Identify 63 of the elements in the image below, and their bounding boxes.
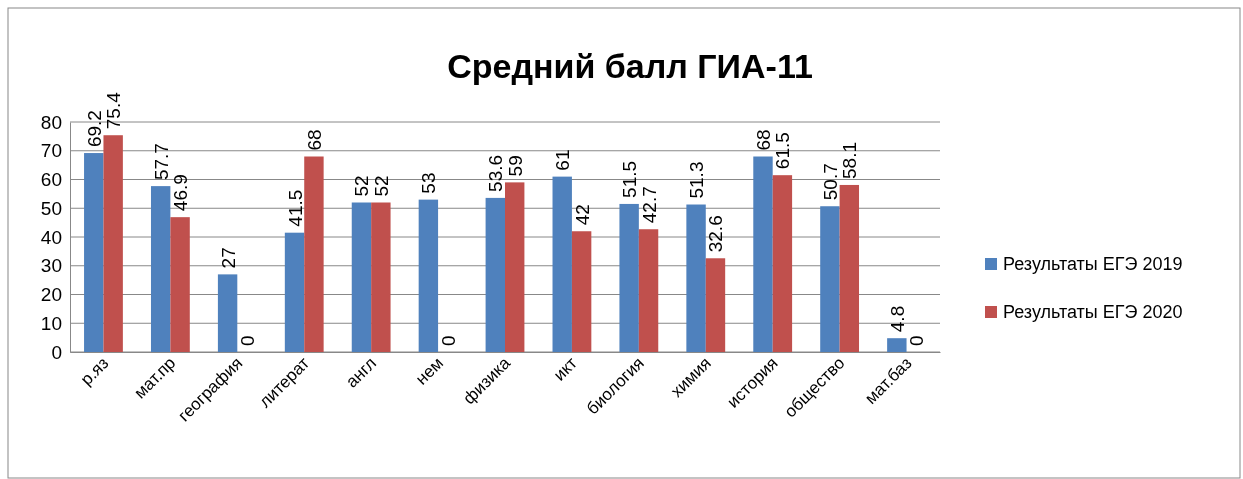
bar [284, 232, 305, 352]
bar [150, 186, 171, 352]
bar [304, 156, 324, 352]
bar [887, 338, 907, 352]
data-label: 58.1 [839, 141, 861, 179]
data-label: 69.2 [83, 110, 105, 148]
data-label: 50.7 [819, 163, 841, 201]
bar [686, 204, 706, 352]
y-tick-label: 60 [40, 169, 62, 191]
bar [753, 156, 773, 352]
chart-title: Средний балл ГИА-11 [447, 47, 813, 85]
data-label: 46.9 [170, 174, 192, 212]
y-tick-label: 0 [51, 341, 62, 363]
data-label: 59 [504, 155, 526, 177]
legend-label: Результаты ЕГЭ 2020 [1003, 302, 1183, 322]
data-label: 52 [351, 175, 373, 197]
data-label: 51.5 [619, 160, 641, 198]
data-label: 4.8 [886, 305, 908, 333]
bar [705, 258, 726, 352]
data-label: 32.6 [705, 215, 727, 253]
data-label: 0 [437, 335, 459, 346]
bar [84, 153, 104, 352]
bar [571, 231, 592, 352]
y-tick-label: 50 [40, 197, 62, 219]
y-tick-label: 80 [40, 111, 62, 133]
data-label: 42 [571, 204, 593, 226]
data-label: 0 [906, 335, 928, 346]
y-tick-label: 10 [40, 312, 62, 334]
data-label: 27 [217, 247, 239, 269]
data-label: 53 [418, 172, 440, 194]
bar [485, 197, 505, 352]
data-label: 57.7 [150, 143, 172, 181]
bar [103, 135, 123, 352]
data-label: 42.7 [638, 186, 660, 224]
data-label: 53.6 [485, 154, 507, 192]
data-label: 51.3 [686, 161, 708, 199]
y-tick-label: 70 [40, 140, 62, 162]
bar [772, 175, 793, 352]
data-label: 0 [237, 335, 259, 346]
bar [619, 203, 639, 352]
bar [371, 202, 391, 352]
data-label: 75.4 [103, 91, 125, 130]
data-label: 68 [303, 129, 325, 151]
y-tick-label: 20 [40, 284, 62, 306]
bar [552, 176, 572, 352]
y-tick-label: 30 [40, 255, 62, 277]
bar [820, 206, 840, 352]
legend-label: Результаты ЕГЭ 2019 [1003, 254, 1183, 274]
bar [217, 274, 238, 352]
data-label: 41.5 [284, 189, 306, 227]
bar [839, 184, 860, 352]
bar [170, 217, 190, 352]
bar [418, 199, 439, 352]
x-tick-label: икт [549, 353, 582, 385]
bar [638, 229, 659, 352]
y-tick-label: 40 [40, 226, 62, 248]
x-tick-label: нем [412, 353, 448, 389]
bar [505, 182, 525, 352]
bar [351, 202, 372, 352]
data-label: 52 [370, 175, 392, 197]
data-label: 61 [552, 149, 574, 171]
data-label: 68 [752, 129, 774, 151]
data-label: 61.5 [772, 132, 794, 170]
